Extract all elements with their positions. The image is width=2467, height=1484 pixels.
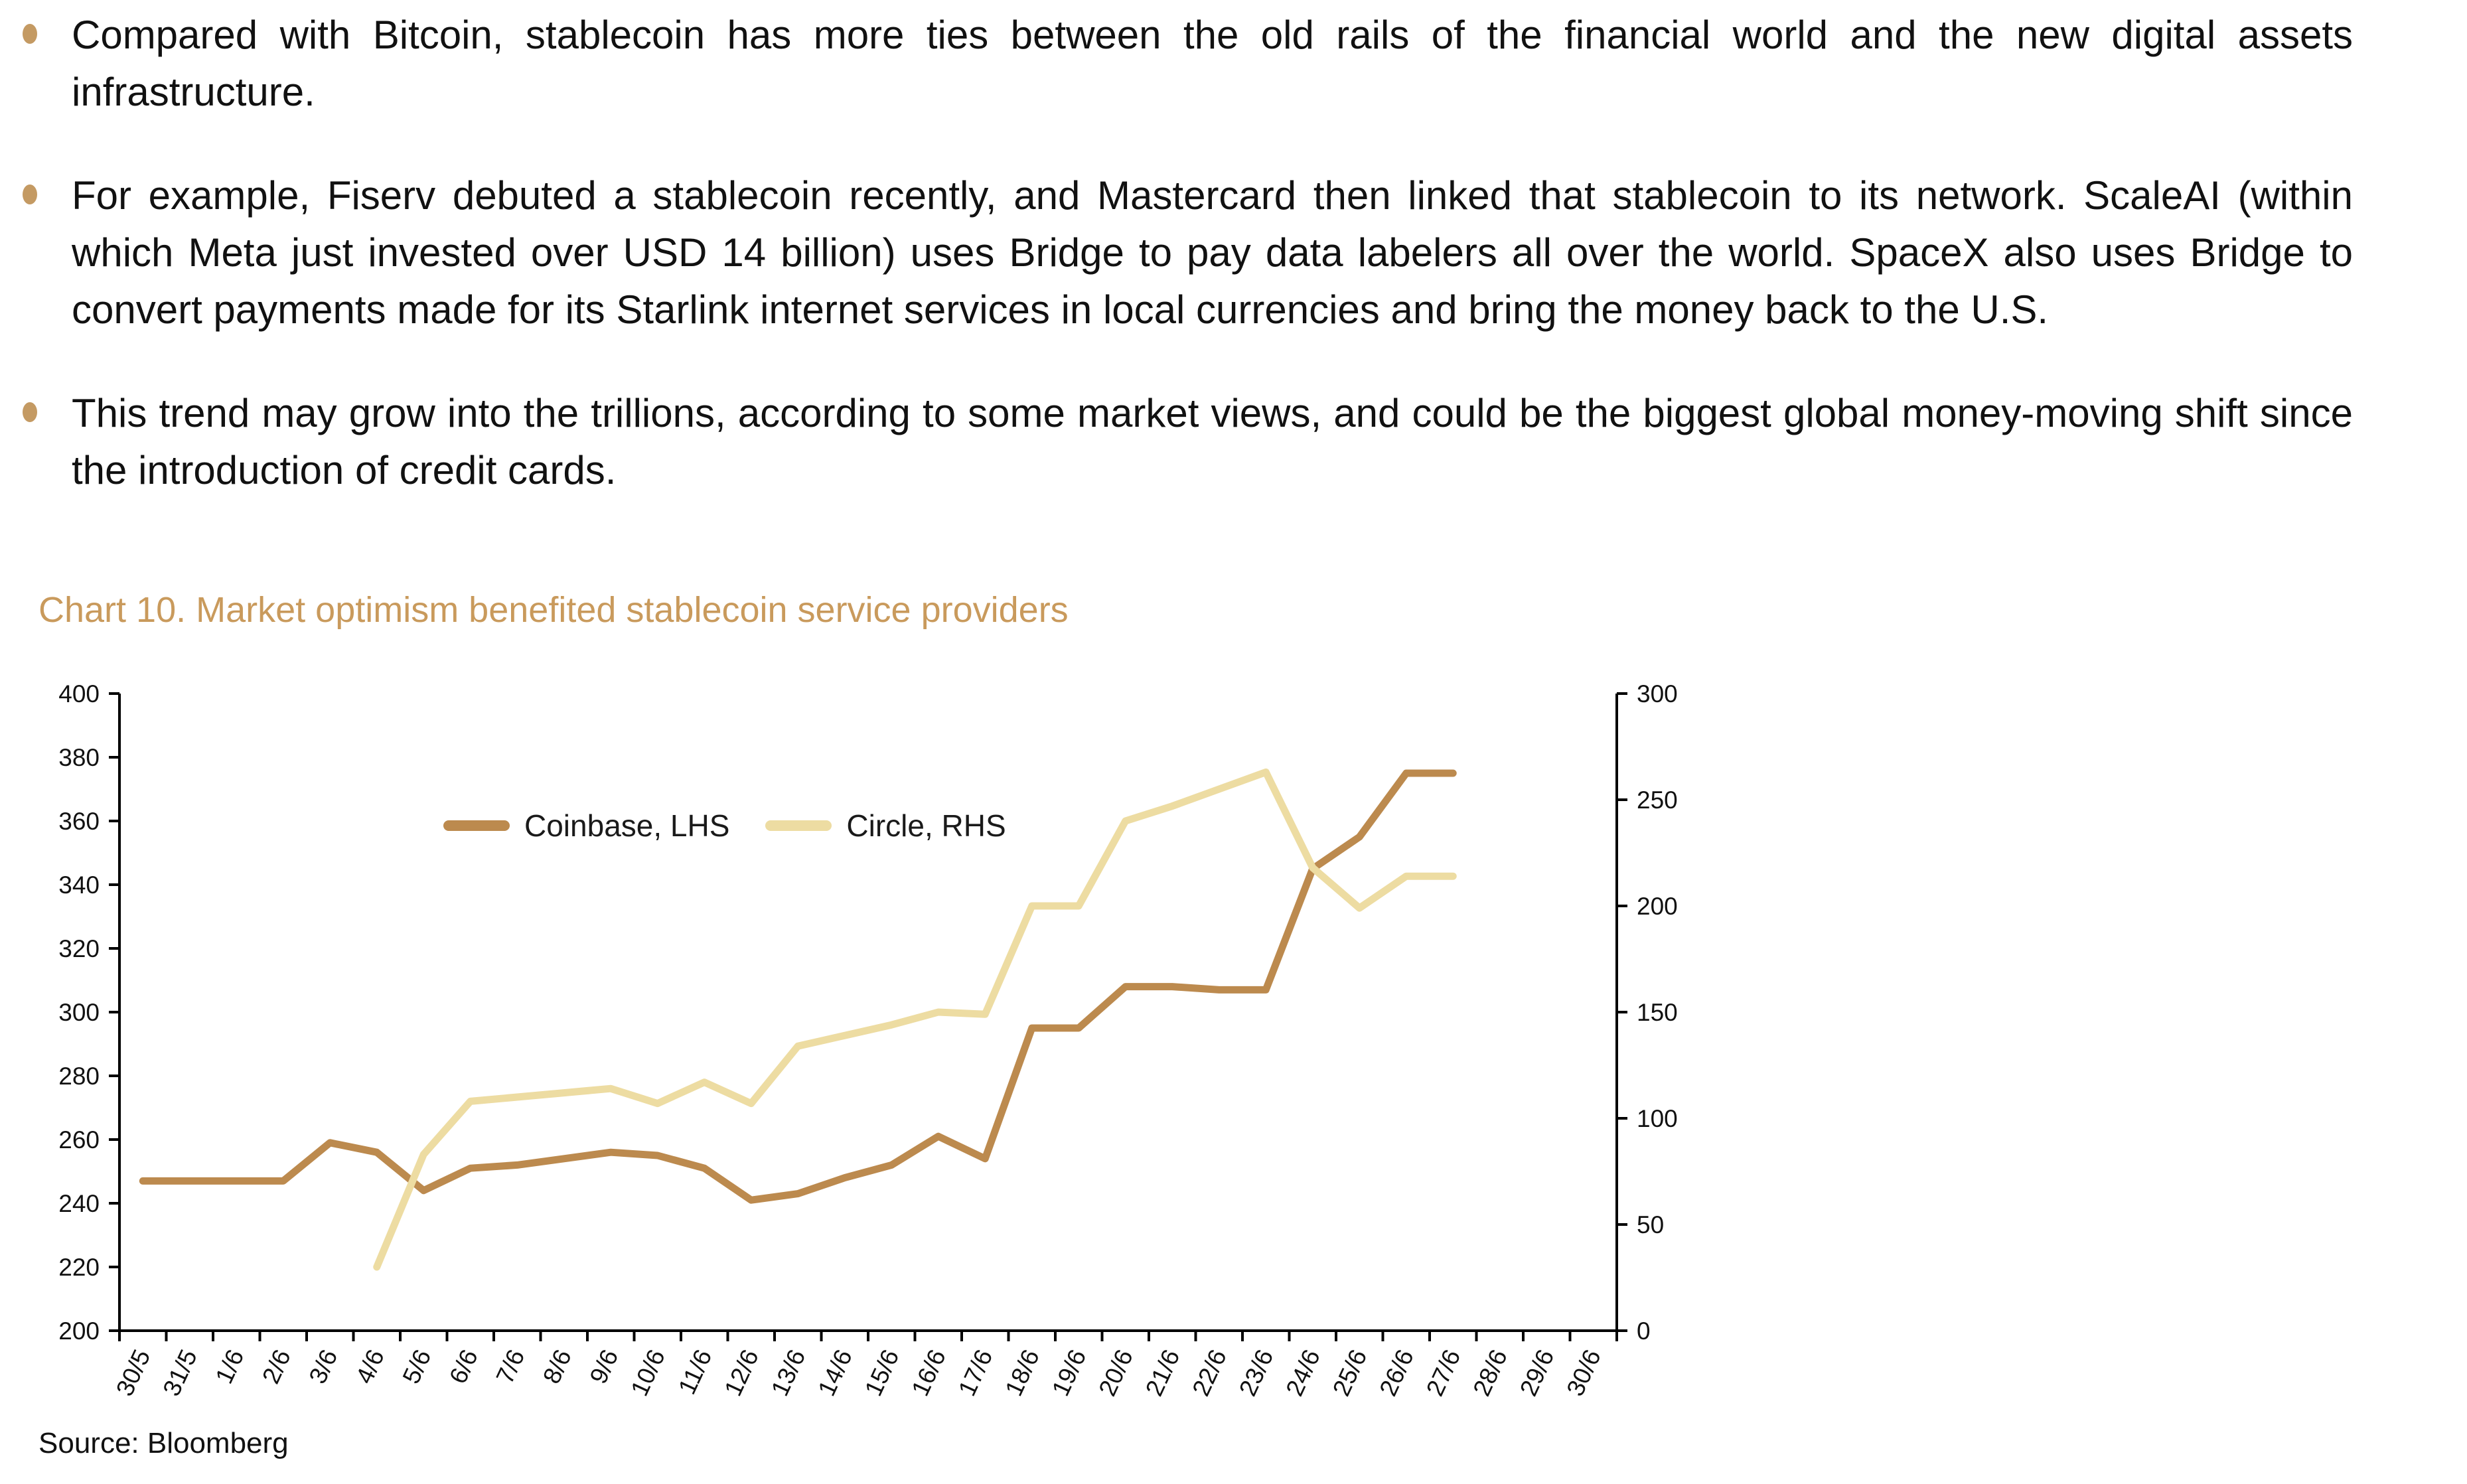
- x-tick-label: 5/6: [398, 1345, 437, 1388]
- legend-item-coinbase: Coinbase, LHS: [443, 808, 729, 844]
- x-tick-label: 16/6: [906, 1345, 951, 1400]
- x-tick-label: 30/5: [111, 1345, 156, 1400]
- bullet-item: For example, Fiserv debuted a stablecoin…: [23, 167, 2353, 338]
- x-tick-label: 25/6: [1327, 1345, 1373, 1400]
- left-axis-label: 300: [58, 999, 100, 1026]
- legend-item-circle: Circle, RHS: [765, 808, 1006, 844]
- x-tick-label: 7/6: [491, 1345, 530, 1388]
- left-axis-label: 200: [58, 1317, 100, 1345]
- x-tick-label: 14/6: [812, 1345, 858, 1400]
- x-tick-label: 30/6: [1561, 1345, 1606, 1400]
- left-axis-label: 220: [58, 1254, 100, 1281]
- x-tick-label: 19/6: [1047, 1345, 1092, 1400]
- right-axis-label: 50: [1637, 1211, 1664, 1238]
- chart-title: Chart 10. Market optimism benefited stab…: [38, 590, 1069, 630]
- legend-label-coinbase: Coinbase, LHS: [524, 808, 730, 843]
- x-tick-label: 17/6: [953, 1345, 998, 1400]
- coinbase-line: [139, 769, 1457, 1204]
- circle-line-swatch-icon: [765, 820, 832, 831]
- left-axis-label: 340: [58, 871, 100, 899]
- bullet-text: This trend may grow into the trillions, …: [72, 391, 2353, 492]
- x-tick-label: 2/6: [257, 1345, 296, 1388]
- line-chart: 200 220 240 260 280 300 320 340 360 380 400 0 50 100 1…: [58, 680, 1678, 1400]
- x-tick-label: 24/6: [1280, 1345, 1325, 1400]
- x-tick-label: 6/6: [444, 1345, 483, 1388]
- left-axis-label: 380: [58, 744, 100, 771]
- bullet-icon: [23, 24, 37, 44]
- left-axis-label: 320: [58, 935, 100, 962]
- x-tick-label: 27/6: [1421, 1345, 1466, 1400]
- x-tick-label: 28/6: [1467, 1345, 1513, 1400]
- coinbase-line-swatch-icon: [443, 820, 510, 831]
- bullet-icon: [23, 402, 37, 422]
- x-tick-label: 11/6: [673, 1345, 717, 1398]
- chart-legend: Coinbase, LHS Circle, RHS: [443, 807, 1006, 844]
- x-tick-label: 18/6: [1000, 1345, 1045, 1400]
- right-axis-label: 250: [1637, 786, 1678, 814]
- bullet-text: For example, Fiserv debuted a stablecoin…: [72, 173, 2353, 332]
- bullet-text: Compared with Bitcoin, stablecoin has mo…: [72, 13, 2353, 114]
- left-axis-label: 280: [58, 1063, 100, 1090]
- x-tick-label: 31/5: [157, 1345, 202, 1400]
- legend-label-circle: Circle, RHS: [846, 808, 1006, 843]
- source-note: Source: Bloomberg: [38, 1427, 289, 1459]
- x-tick-label: 15/6: [860, 1345, 905, 1400]
- right-axis-label: 150: [1637, 999, 1678, 1026]
- circle-line: [373, 768, 1457, 1271]
- x-tick-label: 1/6: [210, 1345, 250, 1388]
- x-tick-label: 8/6: [538, 1345, 577, 1388]
- left-axis-label: 240: [58, 1190, 100, 1217]
- x-tick-label: 23/6: [1234, 1345, 1279, 1400]
- right-axis-label: 200: [1637, 893, 1678, 920]
- x-tick-label: 20/6: [1093, 1345, 1138, 1400]
- x-tick-label: 9/6: [585, 1345, 624, 1388]
- left-axis-label: 400: [58, 680, 100, 707]
- right-axis-label: 0: [1637, 1317, 1651, 1345]
- left-axis-label: 260: [58, 1126, 100, 1153]
- x-tick-label: 12/6: [719, 1345, 764, 1400]
- bullet-icon: [23, 185, 37, 204]
- right-axis-label: 300: [1637, 680, 1678, 707]
- bullet-item: This trend may grow into the trillions, …: [23, 385, 2353, 499]
- x-tick-label: 3/6: [304, 1345, 343, 1388]
- x-tick-label: 4/6: [350, 1345, 390, 1388]
- x-tick-label: 10/6: [625, 1345, 670, 1400]
- right-axis-label: 100: [1637, 1105, 1678, 1132]
- x-tick-label: 29/6: [1515, 1345, 1560, 1400]
- x-tick-label: 13/6: [766, 1345, 811, 1400]
- bullet-item: Compared with Bitcoin, stablecoin has mo…: [23, 7, 2353, 121]
- x-tick-label: 21/6: [1140, 1345, 1185, 1400]
- x-tick-label: 26/6: [1374, 1345, 1419, 1400]
- bullet-list: Compared with Bitcoin, stablecoin has mo…: [23, 7, 2353, 546]
- x-tick-label: 22/6: [1187, 1345, 1232, 1400]
- left-axis-label: 360: [58, 808, 100, 835]
